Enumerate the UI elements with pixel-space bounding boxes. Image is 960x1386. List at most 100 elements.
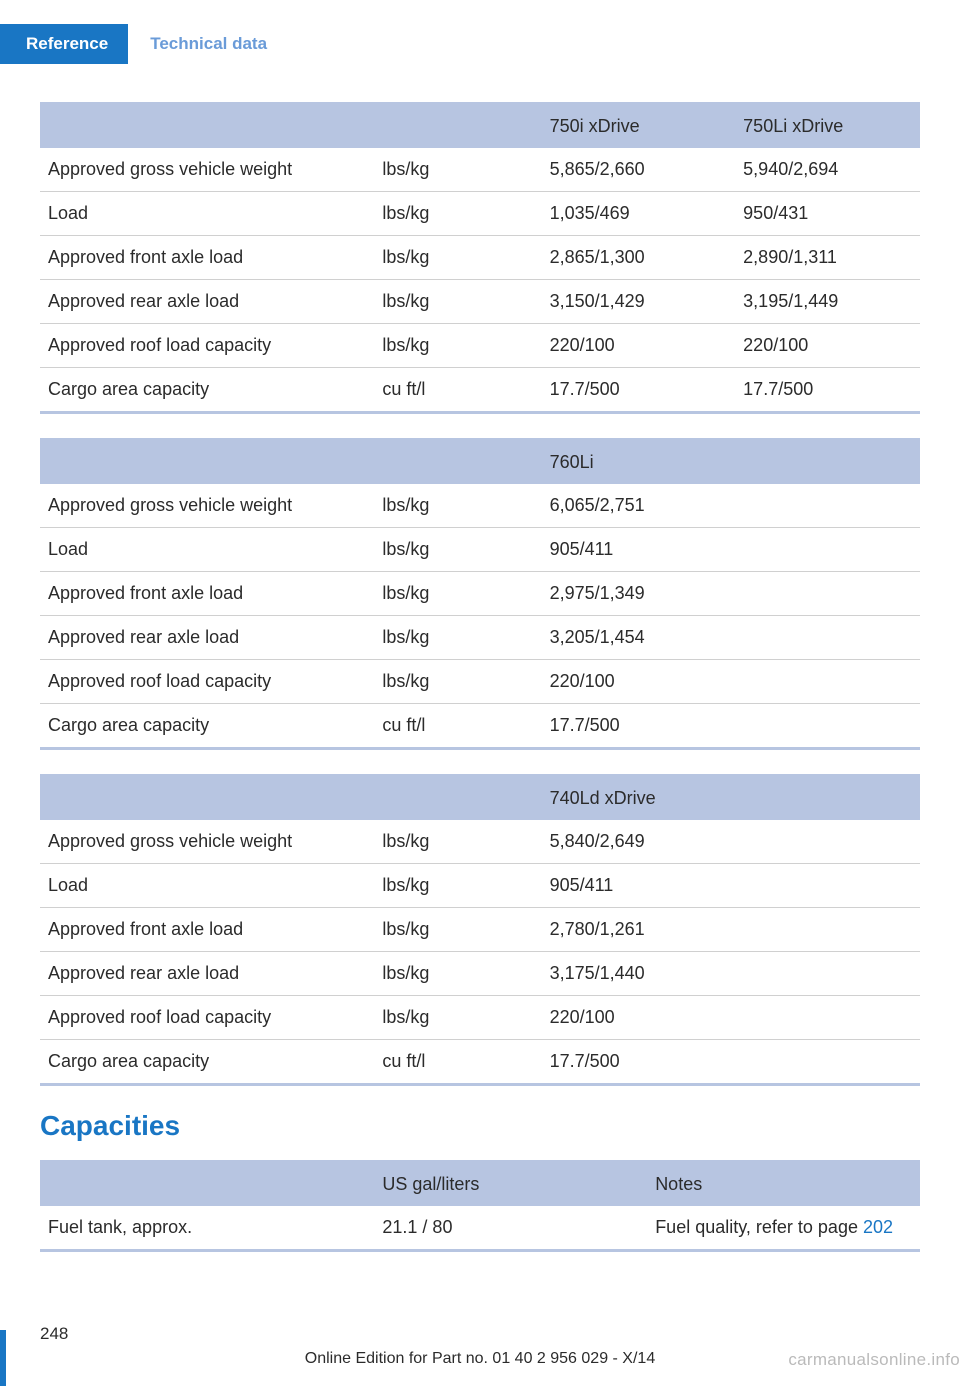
capacities-heading: Capacities (40, 1110, 920, 1142)
unit-cell: lbs/kg (374, 996, 541, 1040)
value-cell: 5,840/2,649 (542, 820, 920, 864)
tab-technical: Technical data (128, 24, 289, 64)
table-header: 750i xDrive (542, 104, 736, 149)
note-cell: Fuel quality, refer to page 202 (647, 1206, 920, 1251)
page-link[interactable]: 202 (863, 1217, 893, 1237)
param-cell: Approved gross vehicle weight (40, 484, 374, 528)
table-row: Approved roof load capacity lbs/kg 220/1… (40, 324, 920, 368)
value-cell: 905/411 (542, 528, 920, 572)
table-row: Approved gross vehicle weight lbs/kg 5,8… (40, 148, 920, 192)
table-header (40, 1162, 374, 1207)
param-cell: Approved front axle load (40, 572, 374, 616)
value-cell: 3,195/1,449 (735, 280, 920, 324)
unit-cell: lbs/kg (374, 616, 541, 660)
tab-reference: Reference (6, 24, 128, 64)
watermark-text: carmanualsonline.info (788, 1350, 960, 1370)
table-row: Approved front axle load lbs/kg 2,975/1,… (40, 572, 920, 616)
value-cell: 3,150/1,429 (542, 280, 736, 324)
value-cell: 220/100 (542, 660, 920, 704)
value-cell: 220/100 (542, 996, 920, 1040)
unit-cell: lbs/kg (374, 324, 541, 368)
unit-cell: lbs/kg (374, 952, 541, 996)
value-cell: 5,940/2,694 (735, 148, 920, 192)
table-row: Cargo area capacity cu ft/l 17.7/500 (40, 1040, 920, 1085)
table-row: Load lbs/kg 905/411 (40, 864, 920, 908)
table-row: Approved rear axle load lbs/kg 3,175/1,4… (40, 952, 920, 996)
unit-cell: lbs/kg (374, 908, 541, 952)
table-row: Approved rear axle load lbs/kg 3,205/1,4… (40, 616, 920, 660)
unit-cell: cu ft/l (374, 1040, 541, 1085)
unit-cell: lbs/kg (374, 820, 541, 864)
value-cell: 220/100 (542, 324, 736, 368)
table-header (40, 440, 374, 485)
table-header: US gal/liters (374, 1162, 647, 1207)
value-cell: 17.7/500 (542, 704, 920, 749)
param-cell: Approved rear axle load (40, 280, 374, 324)
unit-cell: lbs/kg (374, 192, 541, 236)
param-cell: Approved roof load capacity (40, 996, 374, 1040)
table-header (374, 440, 541, 485)
table-row: Load lbs/kg 905/411 (40, 528, 920, 572)
unit-cell: lbs/kg (374, 484, 541, 528)
table-row: Cargo area capacity cu ft/l 17.7/500 (40, 704, 920, 749)
value-cell: 3,175/1,440 (542, 952, 920, 996)
table-header: Notes (647, 1162, 920, 1207)
unit-cell: cu ft/l (374, 368, 541, 413)
weights-table-1: 750i xDrive 750Li xDrive Approved gross … (40, 102, 920, 414)
value-cell: 6,065/2,751 (542, 484, 920, 528)
value-cell: 2,865/1,300 (542, 236, 736, 280)
table-row: Load lbs/kg 1,035/469 950/431 (40, 192, 920, 236)
value-cell: 1,035/469 (542, 192, 736, 236)
table-header: 740Ld xDrive (542, 776, 920, 821)
table-row: Fuel tank, approx. 21.1 / 80 Fuel qualit… (40, 1206, 920, 1251)
table-row: Approved front axle load lbs/kg 2,865/1,… (40, 236, 920, 280)
value-cell: 2,780/1,261 (542, 908, 920, 952)
param-cell: Approved roof load capacity (40, 324, 374, 368)
table-header: 760Li (542, 440, 920, 485)
unit-cell: lbs/kg (374, 236, 541, 280)
param-cell: Approved front axle load (40, 236, 374, 280)
value-cell: 2,890/1,311 (735, 236, 920, 280)
value-cell: 2,975/1,349 (542, 572, 920, 616)
value-cell: 3,205/1,454 (542, 616, 920, 660)
value-cell: 17.7/500 (735, 368, 920, 413)
unit-cell: lbs/kg (374, 864, 541, 908)
unit-cell: lbs/kg (374, 572, 541, 616)
value-cell: 905/411 (542, 864, 920, 908)
value-cell: 220/100 (735, 324, 920, 368)
value-cell: 21.1 / 80 (374, 1206, 647, 1251)
value-cell: 950/431 (735, 192, 920, 236)
table-row: Approved gross vehicle weight lbs/kg 5,8… (40, 820, 920, 864)
param-cell: Cargo area capacity (40, 368, 374, 413)
page-number: 248 (40, 1324, 920, 1344)
param-cell: Approved roof load capacity (40, 660, 374, 704)
param-cell: Fuel tank, approx. (40, 1206, 374, 1251)
table-row: Cargo area capacity cu ft/l 17.7/500 17.… (40, 368, 920, 413)
param-cell: Cargo area capacity (40, 1040, 374, 1085)
capacities-table: US gal/liters Notes Fuel tank, approx. 2… (40, 1160, 920, 1252)
table-row: Approved rear axle load lbs/kg 3,150/1,4… (40, 280, 920, 324)
param-cell: Approved rear axle load (40, 616, 374, 660)
param-cell: Approved gross vehicle weight (40, 148, 374, 192)
param-cell: Load (40, 192, 374, 236)
value-cell: 17.7/500 (542, 1040, 920, 1085)
unit-cell: lbs/kg (374, 280, 541, 324)
table-header (40, 104, 374, 149)
param-cell: Approved rear axle load (40, 952, 374, 996)
param-cell: Load (40, 864, 374, 908)
table-row: Approved roof load capacity lbs/kg 220/1… (40, 996, 920, 1040)
table-row: Approved front axle load lbs/kg 2,780/1,… (40, 908, 920, 952)
param-cell: Load (40, 528, 374, 572)
weights-table-2: 760Li Approved gross vehicle weight lbs/… (40, 438, 920, 750)
param-cell: Approved front axle load (40, 908, 374, 952)
header-tabs: Reference Technical data (0, 24, 960, 64)
unit-cell: lbs/kg (374, 148, 541, 192)
value-cell: 17.7/500 (542, 368, 736, 413)
unit-cell: cu ft/l (374, 704, 541, 749)
unit-cell: lbs/kg (374, 660, 541, 704)
param-cell: Approved gross vehicle weight (40, 820, 374, 864)
value-cell: 5,865/2,660 (542, 148, 736, 192)
table-header (374, 776, 541, 821)
weights-table-3: 740Ld xDrive Approved gross vehicle weig… (40, 774, 920, 1086)
page-content: 750i xDrive 750Li xDrive Approved gross … (0, 102, 960, 1252)
